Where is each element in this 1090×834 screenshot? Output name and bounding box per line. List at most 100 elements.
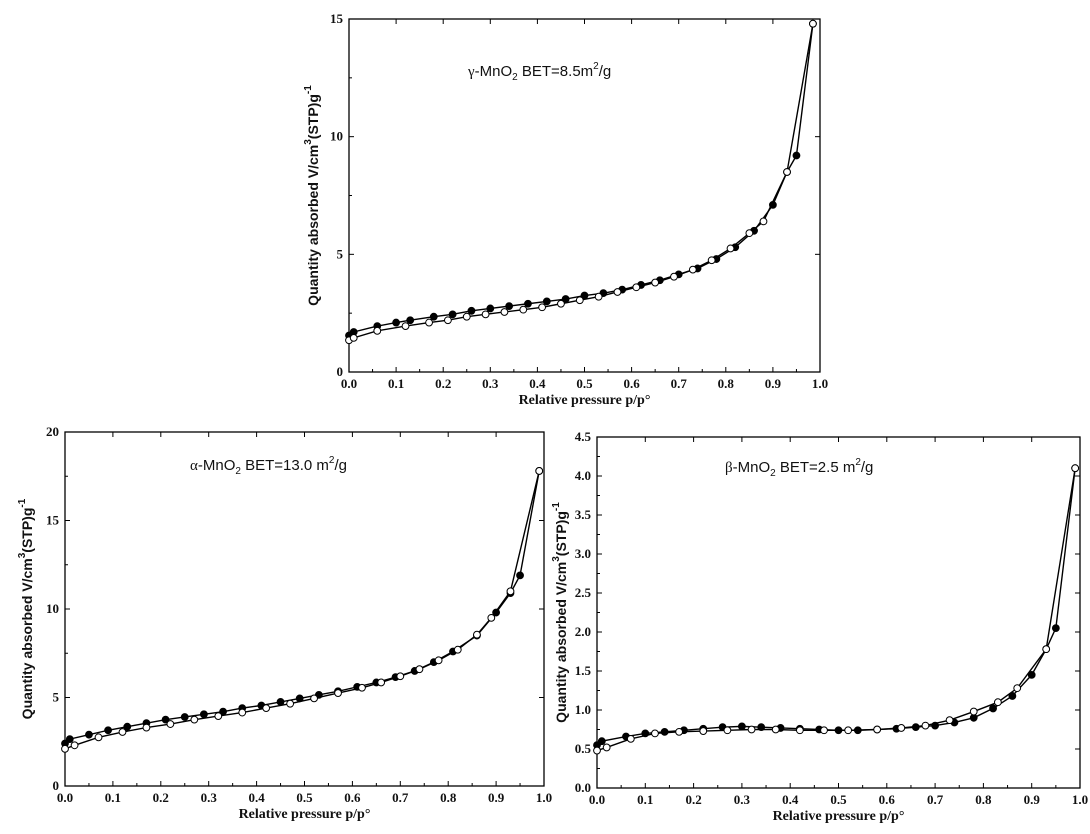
x-tick-label: 0.6: [344, 790, 361, 805]
y-tick-label: 2.5: [575, 585, 592, 600]
x-tick-label: 0.5: [830, 792, 847, 807]
x-tick-label: 0.2: [685, 792, 701, 807]
data-point-open: [759, 217, 768, 226]
data-point-filled: [524, 299, 532, 308]
x-tick-label: 0.0: [57, 790, 73, 805]
y-tick-label: 0.5: [575, 741, 592, 756]
y-tick-label: 5: [53, 690, 60, 705]
data-point-open: [921, 721, 930, 730]
chart-panel-1: 0.0 0.1 0.2 0.3 0.4 0.5 0.6 0.7 0.8 0.9 1.0 0 5 10 15 R…: [303, 11, 828, 408]
data-point-open: [873, 725, 882, 734]
data-point-filled: [85, 730, 93, 739]
x-tick-label: 0.0: [341, 376, 357, 391]
x-tick-label: 0.8: [718, 376, 735, 391]
data-point-filled: [161, 715, 170, 724]
data-point-open: [334, 689, 342, 697]
data-point-open: [434, 656, 443, 665]
y-tick-label: 2.0: [575, 624, 591, 639]
data-point-open: [809, 19, 817, 28]
data-point-filled: [200, 710, 208, 719]
data-point-open: [473, 630, 481, 639]
data-point-open: [626, 734, 635, 743]
x-axis-label: Relative pressure p/p°: [773, 809, 905, 824]
data-point-open: [1013, 684, 1022, 693]
x-tick-label: 0.7: [927, 792, 944, 807]
x-tick-label: 0.8: [440, 790, 457, 805]
x-tick-label: 1.0: [536, 790, 552, 805]
data-point-open: [425, 318, 433, 327]
data-point-open: [118, 728, 127, 736]
series-line-open: [64, 470, 540, 750]
data-point-open: [699, 727, 708, 735]
data-point-open: [190, 715, 199, 724]
data-point-open: [575, 296, 584, 305]
y-axis-label: Quantity absorbed V/cm3(STP)g-1: [17, 498, 35, 719]
data-point-open: [415, 665, 424, 674]
data-point-open: [70, 741, 79, 750]
data-point-open: [500, 308, 509, 316]
series-line-filled: [596, 468, 1076, 746]
data-point-open: [557, 299, 565, 308]
data-point-open: [61, 744, 69, 753]
x-axis-label: Relative pressure p/p°: [239, 807, 371, 822]
data-point-filled: [467, 306, 476, 315]
x-tick-label: 0.4: [529, 376, 546, 391]
y-tick-label: 5: [337, 246, 344, 261]
y-tick-label: 1.0: [575, 702, 591, 717]
data-point-open: [538, 303, 547, 312]
data-point-filled: [792, 151, 801, 160]
data-point-open: [593, 746, 601, 755]
data-point-filled: [486, 304, 495, 313]
x-tick-label: 0.4: [248, 790, 265, 805]
data-point-open: [651, 278, 660, 287]
x-tick-label: 0.9: [488, 790, 505, 805]
y-axis-label: Quantity absorbed V/cm3(STP)g-1: [303, 85, 321, 306]
data-point-open: [506, 587, 515, 596]
x-tick-label: 0.3: [482, 376, 499, 391]
data-point-filled: [448, 310, 457, 319]
data-point-filled: [505, 302, 514, 311]
x-tick-label: 0.8: [975, 792, 992, 807]
data-point-open: [214, 712, 223, 720]
data-point-open: [373, 326, 382, 335]
x-tick-label: 0.7: [392, 790, 409, 805]
x-tick-label: 0.5: [296, 790, 313, 805]
data-point-open: [453, 645, 462, 654]
y-tick-label: 10: [330, 129, 343, 144]
data-point-open: [747, 725, 756, 734]
x-axis-label: Relative pressure p/p°: [519, 393, 651, 408]
data-point-filled: [1051, 624, 1060, 632]
chart-panel-2: 0.0 0.1 0.2 0.3 0.4 0.5 0.6 0.7 0.8 0.9 1.0 0 5 10 15 2…: [17, 424, 552, 822]
bet-annotation: γ-MnO2 BET=8.5m2/g: [467, 61, 611, 83]
data-point-open: [602, 743, 611, 752]
data-point-filled: [1027, 671, 1036, 679]
y-tick-label: 0: [53, 778, 60, 793]
x-tick-label: 0.2: [153, 790, 169, 805]
data-point-open: [651, 729, 659, 738]
data-point-open: [945, 716, 954, 725]
data-point-open: [286, 699, 295, 708]
data-point-open: [723, 726, 732, 735]
data-point-open: [969, 707, 978, 716]
y-tick-label: 4.0: [575, 468, 591, 483]
x-tick-label: 0.6: [623, 376, 640, 391]
x-tick-label: 0.1: [105, 790, 121, 805]
data-point-open: [166, 720, 175, 728]
data-point-filled: [104, 726, 113, 735]
y-tick-label: 3.0: [575, 546, 591, 561]
bet-annotation: β-MnO2 BET=2.5 m2/g: [725, 457, 873, 479]
chart-panel-3: 0.0 0.1 0.2 0.3 0.4 0.5 0.6 0.7 0.8 0.9 1.0 0.0 0.5 1…: [551, 429, 1088, 824]
data-point-open: [688, 265, 697, 274]
data-point-open: [1071, 464, 1080, 473]
data-point-filled: [738, 722, 746, 731]
data-point-open: [844, 726, 853, 735]
x-tick-label: 0.2: [435, 376, 451, 391]
data-point-open: [675, 727, 684, 736]
data-point-open: [1042, 645, 1051, 654]
plot-frame: [64, 431, 545, 787]
data-point-open: [795, 726, 804, 735]
data-point-open: [993, 698, 1002, 707]
data-point-open: [707, 256, 716, 265]
data-point-filled: [1008, 692, 1017, 700]
